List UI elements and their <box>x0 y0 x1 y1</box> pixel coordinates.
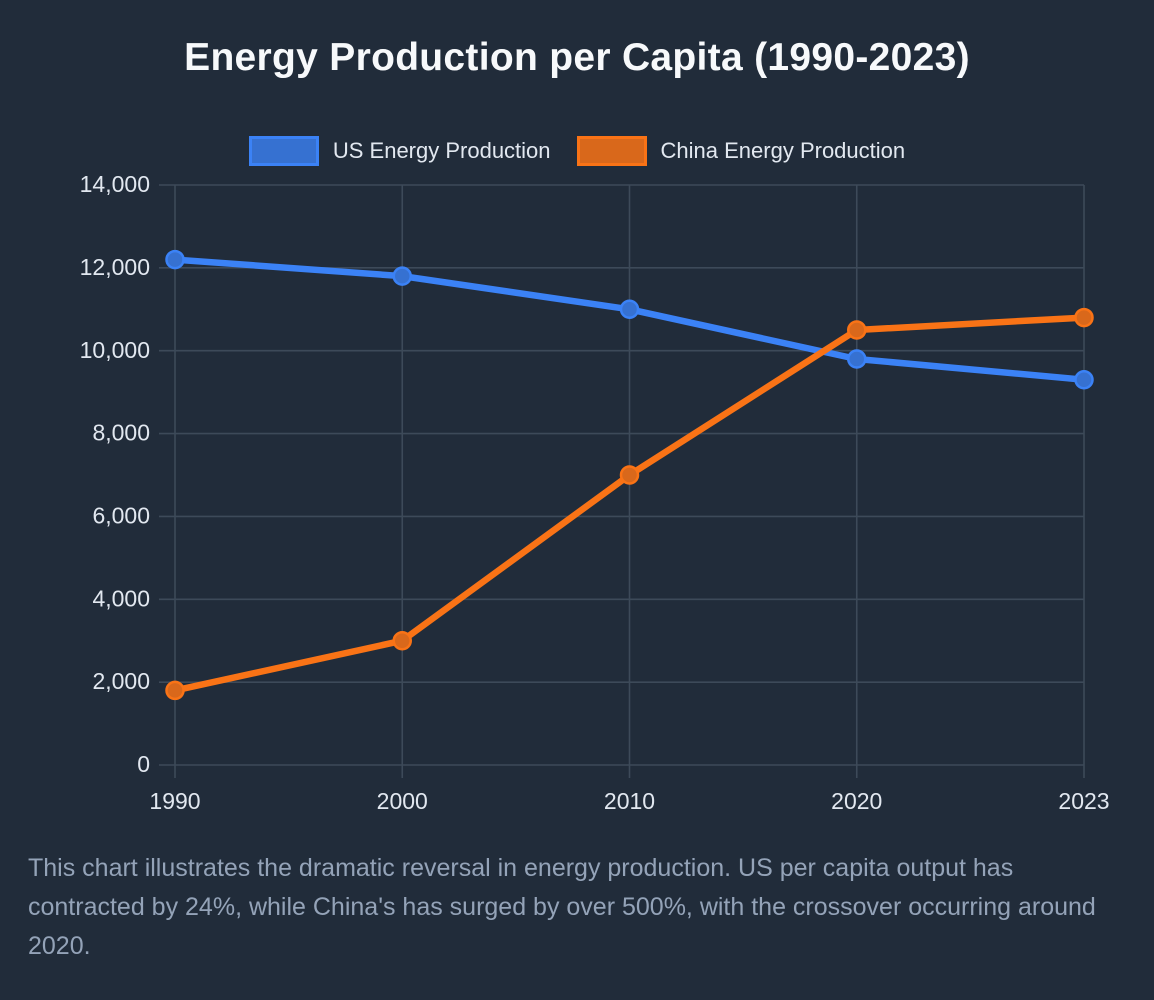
y-tick-label: 8,000 <box>92 420 150 446</box>
china-series-swatch-icon <box>576 136 647 166</box>
legend-label-us: US Energy Production <box>332 138 551 163</box>
chart-caption: This chart illustrates the dramatic reve… <box>28 854 1096 960</box>
y-tick-label: 2,000 <box>92 668 150 694</box>
china-data-point <box>847 320 867 340</box>
chart-legend: US Energy Production China Energy Produc… <box>0 136 1154 166</box>
legend-item-china[interactable]: China Energy Production <box>576 136 906 166</box>
y-tick-label: 6,000 <box>92 503 150 529</box>
china-data-point <box>619 465 640 485</box>
china-data-point <box>165 680 185 701</box>
us-series-swatch-icon <box>248 136 319 166</box>
y-tick-label: 10,000 <box>80 337 150 363</box>
y-tick-label: 14,000 <box>80 171 150 197</box>
line-chart-canvas: 0 2,000 4,000 6,000 8,000 10,000 12,000 14,000 1… <box>80 171 1110 814</box>
legend-label-china: China Energy Production <box>660 138 906 163</box>
legend-item-us[interactable]: US Energy Production <box>248 136 551 166</box>
x-tick-label: 1990 <box>149 788 200 814</box>
us-data-point <box>619 299 640 320</box>
x-tick-label: 2023 <box>1058 788 1109 814</box>
y-tick-label: 0 <box>137 751 150 777</box>
china-data-point <box>1074 307 1094 328</box>
y-tick-label: 4,000 <box>92 585 150 611</box>
x-tick-label: 2020 <box>831 788 882 814</box>
chart-title: Energy Production per Capita (1990-2023) <box>184 36 970 79</box>
us-data-point <box>392 266 412 286</box>
x-tick-label: 2000 <box>377 788 428 814</box>
us-data-point <box>165 249 185 270</box>
china-data-point <box>392 630 412 651</box>
x-tick-label: 2010 <box>604 788 655 814</box>
us-data-point <box>847 349 867 369</box>
us-data-point <box>1074 369 1094 390</box>
y-tick-label: 12,000 <box>80 254 150 280</box>
